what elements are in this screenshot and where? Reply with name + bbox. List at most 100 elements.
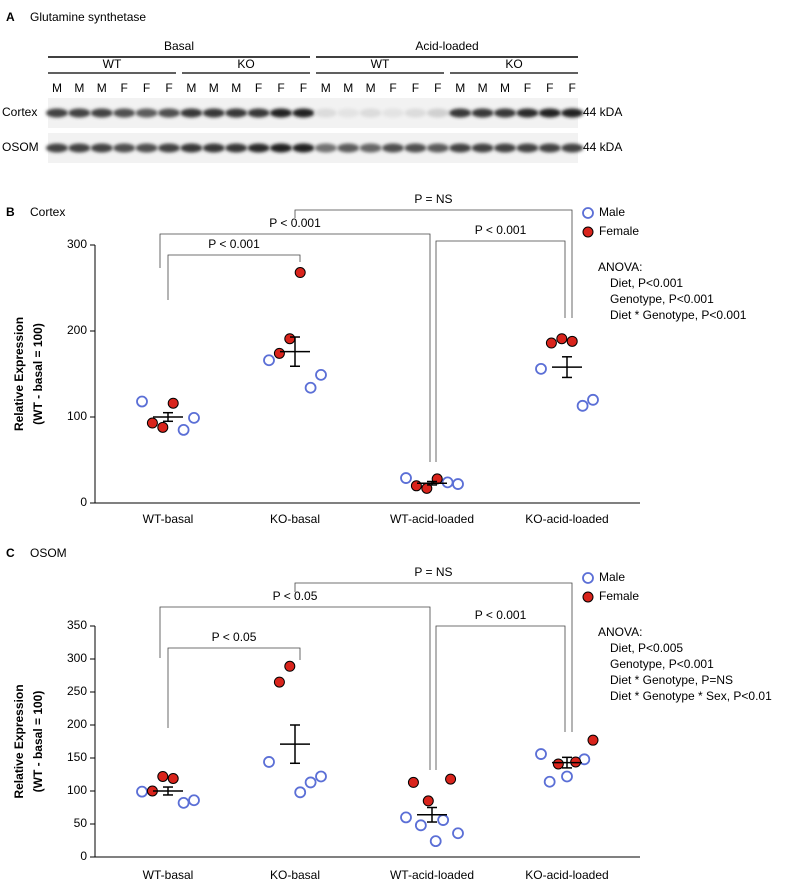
sex-label: F: [165, 81, 172, 95]
male-point: [188, 411, 200, 424]
significance-label: P < 0.001: [269, 216, 321, 230]
y-tick-label: 150: [67, 750, 87, 764]
sex-label: M: [52, 81, 62, 95]
male-point: [400, 811, 412, 824]
blot-band: [494, 143, 516, 153]
female-point: [431, 473, 443, 485]
blot-band: [516, 143, 539, 153]
blot-band: [538, 143, 561, 153]
blot-band: [270, 108, 292, 118]
blot-band: [516, 108, 539, 118]
female-point: [407, 776, 419, 788]
blot-band: [337, 108, 360, 118]
y-axis-label: (WT - basal = 100): [31, 691, 45, 793]
y-tick-label: 50: [74, 816, 88, 830]
male-point: [576, 399, 589, 412]
row-label: Cortex: [2, 105, 37, 119]
female-point: [157, 770, 169, 782]
significance-bracket: [435, 240, 566, 462]
blot-band: [561, 108, 584, 118]
blot-band: [292, 143, 315, 153]
male-point: [315, 770, 327, 783]
male-point: [136, 785, 148, 798]
male-point: [136, 395, 148, 408]
blot-band: [270, 143, 292, 153]
y-axis-label: Relative Expression: [12, 684, 26, 798]
panel-title: OSOM: [30, 546, 67, 560]
significance-label: P < 0.05: [273, 589, 318, 603]
sex-label: M: [97, 81, 107, 95]
anova-text: ANOVA:: [598, 625, 642, 639]
female-point: [410, 480, 422, 492]
condition-label: Basal: [164, 39, 194, 53]
sex-label: F: [412, 81, 419, 95]
female-point: [587, 734, 599, 746]
blot-band: [46, 108, 68, 118]
y-tick-label: 200: [67, 717, 87, 731]
genotype-label: WT: [103, 57, 122, 71]
anova-text: Diet, P<0.001: [610, 276, 683, 290]
blot-band: [359, 108, 382, 118]
y-tick-label: 300: [67, 237, 87, 251]
sex-label: M: [478, 81, 488, 95]
male-point: [304, 381, 317, 394]
significance-bracket: [294, 209, 573, 318]
y-tick-label: 100: [67, 409, 87, 423]
female-point: [556, 333, 568, 345]
blot-band: [404, 143, 427, 153]
sex-label: M: [186, 81, 196, 95]
male-point: [263, 756, 275, 768]
male-point: [429, 835, 442, 848]
y-axis-label: (WT - basal = 100): [31, 323, 45, 425]
blot-band: [113, 143, 136, 153]
blot-band: [68, 143, 91, 153]
male-point: [543, 775, 556, 788]
female-point: [545, 337, 557, 349]
genotype-label: KO: [505, 57, 522, 71]
significance-label: P < 0.001: [475, 608, 527, 622]
female-point: [273, 676, 285, 688]
legend-marker: [582, 572, 594, 584]
legend-label: Female: [599, 224, 639, 238]
male-point: [452, 478, 464, 490]
x-tick-label: KO-acid-loaded: [525, 868, 608, 882]
y-tick-label: 0: [80, 495, 87, 509]
blot-band: [561, 143, 584, 153]
genotype-label: KO: [237, 57, 254, 71]
y-tick-label: 350: [67, 618, 87, 632]
male-point: [177, 423, 190, 436]
blot-band: [426, 108, 449, 118]
legend-label: Male: [599, 570, 625, 584]
sex-label: M: [500, 81, 510, 95]
blot-band: [314, 108, 337, 118]
sex-label: F: [389, 81, 396, 95]
significance-bracket: [167, 647, 301, 728]
legend-label: Male: [599, 205, 625, 219]
male-point: [177, 796, 190, 809]
sex-label: M: [455, 81, 465, 95]
sex-label: F: [300, 81, 307, 95]
female-point: [167, 772, 179, 784]
male-point: [400, 472, 412, 484]
sex-label: F: [434, 81, 441, 95]
sex-label: F: [546, 81, 553, 95]
blot-band: [382, 143, 404, 153]
blot-band: [494, 108, 516, 118]
blot-band: [180, 108, 203, 118]
anova-text: Diet * Genotype, P<0.001: [610, 308, 747, 322]
panel-letter: C: [6, 546, 15, 560]
blot-band: [314, 143, 337, 153]
significance-label: P < 0.001: [208, 237, 260, 251]
blot-band: [90, 108, 113, 118]
female-point: [284, 333, 296, 345]
significance-bracket: [294, 582, 573, 732]
male-point: [188, 794, 200, 807]
male-point: [441, 476, 454, 489]
male-point: [437, 814, 450, 826]
male-point: [304, 776, 317, 789]
sex-label: M: [231, 81, 241, 95]
x-tick-label: KO-acid-loaded: [525, 512, 608, 526]
female-point: [294, 267, 306, 279]
blot-band: [471, 143, 494, 153]
